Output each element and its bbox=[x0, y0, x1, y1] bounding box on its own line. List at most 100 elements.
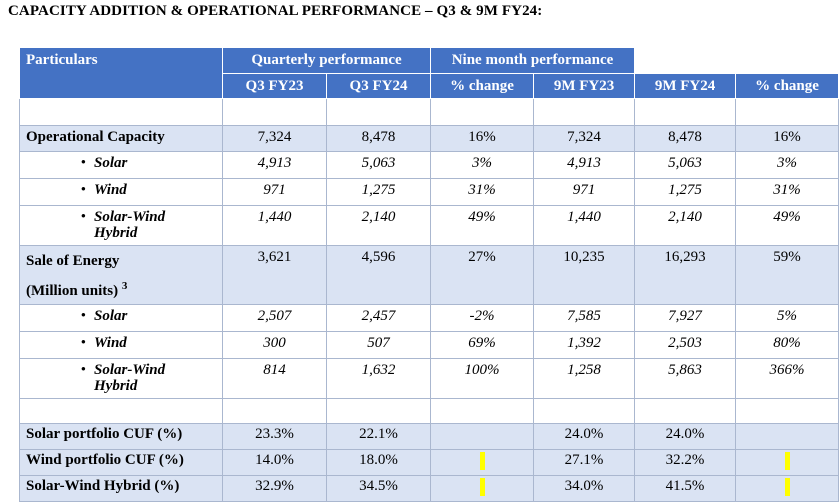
cell: 814 bbox=[222, 358, 327, 399]
row-label: Solar portfolio CUF (%) bbox=[19, 423, 223, 450]
cell: 3% bbox=[430, 151, 535, 179]
cell: 5,063 bbox=[325, 151, 432, 179]
cell: 1,440 bbox=[222, 205, 327, 246]
bullet: • bbox=[80, 209, 86, 225]
cell: 49% bbox=[735, 205, 840, 246]
cell: 971 bbox=[533, 178, 636, 206]
cell: 22.1% bbox=[325, 423, 432, 450]
row-label: • Solar bbox=[19, 151, 223, 179]
header-particulars: Particulars bbox=[19, 47, 223, 99]
header-col: 9M FY23 bbox=[533, 73, 636, 99]
cell: 5,863 bbox=[634, 358, 737, 399]
header-row-1: Particulars Quarterly performance Nine m… bbox=[19, 47, 839, 99]
cell: 2,457 bbox=[325, 304, 432, 332]
cell: 27.1% bbox=[533, 449, 636, 476]
row-label: • Solar-Wind Hybrid bbox=[19, 205, 223, 246]
cell: 3% bbox=[735, 151, 840, 179]
cell: 59% bbox=[735, 245, 840, 305]
cell: 1,632 bbox=[325, 358, 432, 399]
cell: 7,585 bbox=[533, 304, 636, 332]
cell: 14.0% bbox=[222, 449, 327, 476]
row-label: Solar-Wind Hybrid (%) bbox=[19, 475, 223, 502]
cell: 24.0% bbox=[533, 423, 636, 450]
cell: 1,275 bbox=[634, 178, 737, 206]
sub-label: Wind bbox=[94, 182, 127, 198]
bullet: • bbox=[80, 155, 86, 171]
row-label: Wind portfolio CUF (%) bbox=[19, 449, 223, 476]
highlight-cell bbox=[430, 449, 535, 476]
row-label: Sale of Energy (Million units) 3 bbox=[19, 245, 223, 305]
cell: 41.5% bbox=[634, 475, 737, 502]
highlight-mark bbox=[479, 478, 485, 496]
cell: 31% bbox=[430, 178, 535, 206]
spacer-row bbox=[19, 98, 840, 126]
bullet: • bbox=[80, 362, 86, 378]
cell: 2,503 bbox=[634, 331, 737, 359]
cell: 32.2% bbox=[634, 449, 737, 476]
header-col: Q3 FY23 bbox=[222, 73, 327, 99]
header-nine-month: Nine month performance bbox=[430, 47, 636, 74]
table-row-hybrid-cuf: Solar-Wind Hybrid (%) 32.9% 34.5% 34.0% … bbox=[19, 475, 840, 502]
cell: 7,324 bbox=[533, 125, 636, 152]
sub-label: Solar bbox=[94, 155, 128, 171]
header-col: % change bbox=[735, 73, 840, 99]
cell: 8,478 bbox=[325, 125, 432, 152]
cell: 27% bbox=[430, 245, 535, 305]
cell bbox=[430, 423, 535, 450]
row-label: • Solar-Wind Hybrid bbox=[19, 358, 223, 399]
cell: 16,293 bbox=[634, 245, 737, 305]
cell: 16% bbox=[735, 125, 840, 152]
cell: 32.9% bbox=[222, 475, 327, 502]
table-row-capacity-hybrid: • Solar-Wind Hybrid 1,440 2,140 49% 1,440… bbox=[19, 205, 840, 246]
cell: 24.0% bbox=[634, 423, 737, 450]
cell: 300 bbox=[222, 331, 327, 359]
sub-label: Solar-Wind Hybrid bbox=[94, 362, 166, 394]
header-row-2: Q3 FY23 Q3 FY24 % change 9M FY23 9M FY24… bbox=[20, 73, 840, 99]
cell: 31% bbox=[735, 178, 840, 206]
cell: 7,324 bbox=[222, 125, 327, 152]
header-col: % change bbox=[430, 73, 535, 99]
header-col: 9M FY24 bbox=[634, 73, 737, 99]
page-title: CAPACITY ADDITION & OPERATIONAL PERFORMA… bbox=[8, 3, 543, 19]
cell: 5,063 bbox=[634, 151, 737, 179]
sub-label: Solar bbox=[94, 308, 128, 324]
table-row-wind-cuf: Wind portfolio CUF (%) 14.0% 18.0% 27.1%… bbox=[19, 449, 840, 476]
highlight-cell bbox=[430, 475, 535, 502]
cell: 23.3% bbox=[222, 423, 327, 450]
table-row-sale-hybrid: • Solar-Wind Hybrid 814 1,632 100% 1,258 … bbox=[19, 358, 840, 399]
table-row-sale-solar: • Solar 2,507 2,457 -2% 7,585 7,927 5% bbox=[19, 304, 840, 332]
performance-table: Particulars Quarterly performance Nine m… bbox=[19, 47, 840, 502]
bullet: • bbox=[80, 335, 86, 351]
cell: 2,140 bbox=[634, 205, 737, 246]
table-row-sale-wind: • Wind 300 507 69% 1,392 2,503 80% bbox=[19, 331, 840, 359]
cell: 2,507 bbox=[222, 304, 327, 332]
sub-label: Wind bbox=[94, 335, 127, 351]
table-row-capacity-solar: • Solar 4,913 5,063 3% 4,913 5,063 3% bbox=[19, 151, 840, 179]
cell: 16% bbox=[430, 125, 535, 152]
cell: 4,913 bbox=[533, 151, 636, 179]
sale-label-line2: (Million units) bbox=[26, 283, 119, 299]
cell: 1,258 bbox=[533, 358, 636, 399]
highlight-mark bbox=[784, 452, 790, 470]
bullet: • bbox=[80, 308, 86, 324]
cell: 507 bbox=[325, 331, 432, 359]
cell: 5% bbox=[735, 304, 840, 332]
table-row-operational-capacity: Operational Capacity 7,324 8,478 16% 7,3… bbox=[19, 125, 840, 152]
highlight-mark bbox=[784, 478, 790, 496]
row-label: Operational Capacity bbox=[19, 125, 223, 152]
footnote-marker: 3 bbox=[121, 280, 128, 292]
bullet: • bbox=[80, 182, 86, 198]
table-row-sale-of-energy: Sale of Energy (Million units) 3 3,621 4… bbox=[19, 245, 840, 305]
highlight-cell bbox=[735, 449, 840, 476]
cell: 1,440 bbox=[533, 205, 636, 246]
highlight-mark bbox=[479, 452, 485, 470]
cell: 18.0% bbox=[325, 449, 432, 476]
cell: 69% bbox=[430, 331, 535, 359]
highlight-cell bbox=[735, 475, 840, 502]
cell: 80% bbox=[735, 331, 840, 359]
table-row-solar-cuf: Solar portfolio CUF (%) 23.3% 22.1% 24.0… bbox=[19, 423, 840, 450]
spacer-row bbox=[19, 398, 840, 424]
cell: 34.0% bbox=[533, 475, 636, 502]
cell: 49% bbox=[430, 205, 535, 246]
cell: 1,392 bbox=[533, 331, 636, 359]
